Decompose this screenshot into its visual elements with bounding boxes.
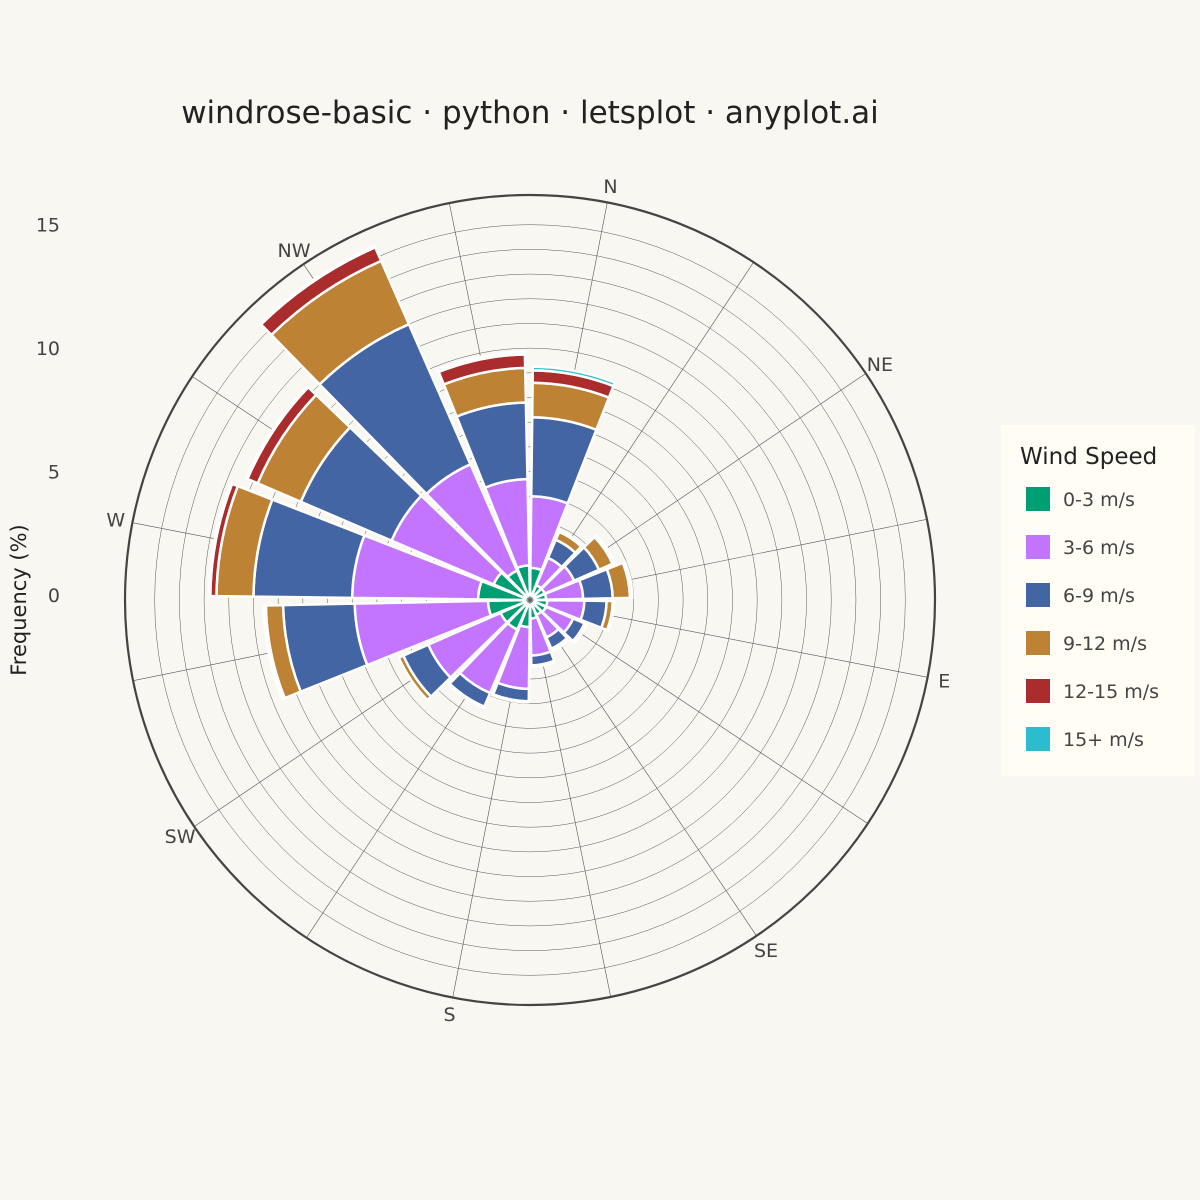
bar-nnw-series-5 xyxy=(436,350,527,374)
bar-wsw-series-4 xyxy=(262,604,286,701)
bar-ne-series-4 xyxy=(593,534,617,566)
polar-outer-ring xyxy=(123,193,937,1007)
grid-circle xyxy=(426,496,634,704)
grid-circle xyxy=(351,421,709,779)
compass-label-sw: SW xyxy=(165,826,196,848)
grid-spoke xyxy=(529,599,757,936)
grid-spoke xyxy=(529,599,868,824)
grid-circle xyxy=(327,397,733,803)
bar-e-series-4 xyxy=(605,599,616,632)
legend-label: 6-9 m/s xyxy=(1063,585,1135,607)
compass-label-e: E xyxy=(938,671,950,693)
bar-sse-series-3 xyxy=(530,659,557,668)
bar-w-series-5 xyxy=(207,482,234,598)
legend-title: Wind Speed xyxy=(1020,444,1157,470)
grid-circle xyxy=(179,249,881,951)
compass-label-se: SE xyxy=(754,940,778,962)
bar-n-series-2 xyxy=(530,416,598,505)
legend-swatch xyxy=(1024,581,1052,609)
grid-circle xyxy=(277,347,783,853)
bar-ssw-series-3 xyxy=(447,682,486,710)
legend-swatch xyxy=(1024,725,1052,753)
legend-label: 0-3 m/s xyxy=(1063,489,1135,511)
y-tick-label-0: 0 xyxy=(48,585,60,607)
y-tick-label-5: 5 xyxy=(48,462,60,484)
grid-circle xyxy=(302,372,758,828)
legend-label: 12-15 m/s xyxy=(1063,681,1159,703)
bar-ese-series-3 xyxy=(571,622,589,645)
grid-circle xyxy=(228,298,832,902)
y-tick-label-10: 10 xyxy=(36,338,60,360)
bar-n-series-5 xyxy=(531,365,617,388)
bar-sw-series-3 xyxy=(397,654,433,702)
y-axis-ticks: 0 5 10 15 xyxy=(36,215,60,607)
grid-circle xyxy=(203,273,857,927)
chart-title: windrose-basic · python · letsplot · any… xyxy=(181,95,879,131)
compass-labels: N NE E SE S SW W NW xyxy=(106,176,950,1026)
legend-label: 9-12 m/s xyxy=(1063,633,1147,655)
legend: Wind Speed 0-3 m/s 3-6 m/s 6-9 m/s 9-12 m/s… xyxy=(1001,425,1195,776)
compass-label-s: S xyxy=(443,1004,455,1026)
bar-s-series-3 xyxy=(491,693,531,704)
compass-label-nw: NW xyxy=(278,240,311,262)
y-tick-label-15: 15 xyxy=(36,215,60,237)
bar-se-series-3 xyxy=(550,636,571,653)
grid-circle xyxy=(154,224,906,976)
compass-label-w: W xyxy=(106,510,125,532)
y-axis-label: Frequency (%) xyxy=(7,524,31,676)
legend-swatch xyxy=(1024,533,1052,561)
legend-label: 15+ m/s xyxy=(1063,729,1144,751)
legend-swatch xyxy=(1024,629,1052,657)
legend-items: 0-3 m/s 3-6 m/s 6-9 m/s 9-12 m/s 12-15 m/s 15… xyxy=(1024,485,1159,753)
legend-swatch xyxy=(1024,677,1052,705)
bar-ene-series-4 xyxy=(621,560,634,600)
legend-label: 3-6 m/s xyxy=(1063,537,1135,559)
bar-wnw-series-5 xyxy=(245,385,310,481)
grid-circle xyxy=(253,323,807,877)
grid-circle xyxy=(401,471,659,729)
compass-label-n: N xyxy=(603,176,617,198)
polar-grid xyxy=(132,202,928,998)
bar-nne-series-4 xyxy=(557,529,584,548)
bar-nw-series-5 xyxy=(258,244,377,326)
grid-circle xyxy=(376,446,684,754)
compass-label-ne: NE xyxy=(867,354,893,376)
wind-rose-bars xyxy=(207,244,634,710)
legend-swatch xyxy=(1024,485,1052,513)
